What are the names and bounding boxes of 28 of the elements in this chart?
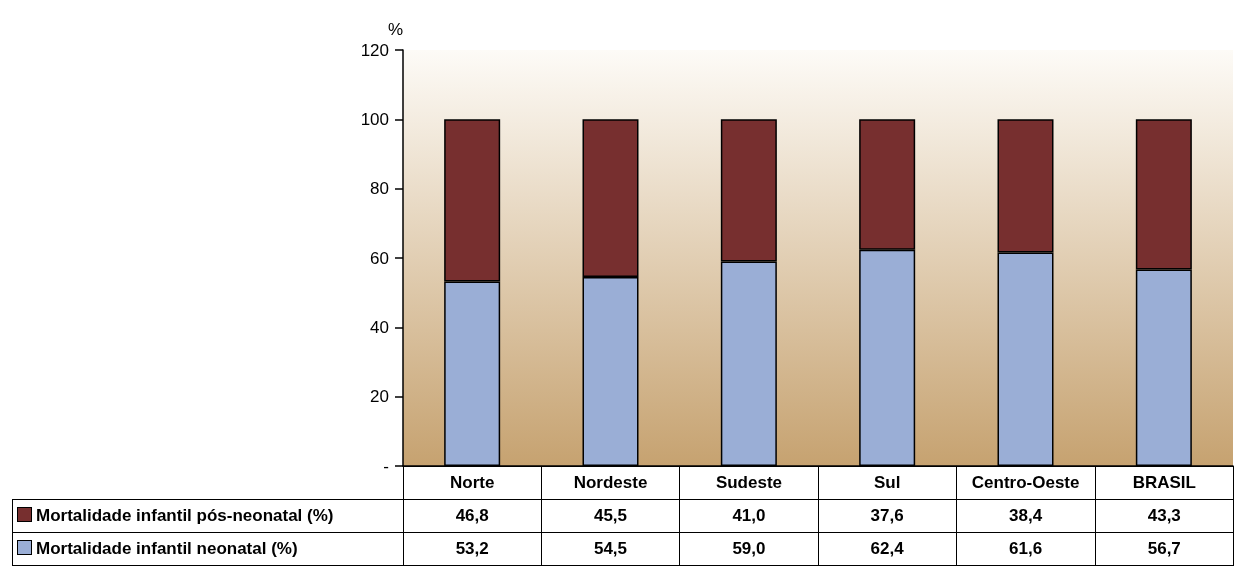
data-label: 45,5: [541, 499, 680, 533]
data-label: 46,8: [403, 499, 542, 533]
data-label: 61,6: [956, 532, 1096, 566]
data-label: 54,5: [541, 532, 680, 566]
y-tick-label: 80: [370, 179, 389, 199]
data-label: 59,0: [679, 532, 819, 566]
y-tick-label: 60: [370, 248, 389, 268]
y-tick-label: 20: [370, 387, 389, 407]
y-tick-label: 120: [360, 40, 389, 60]
x-tick-label: Centro-Oeste: [956, 466, 1096, 500]
y-tick-label: -: [383, 456, 389, 476]
data-label: 37,6: [818, 499, 957, 533]
x-tick-label: Sul: [818, 466, 957, 500]
y-axis-title: %: [387, 20, 403, 39]
x-tick-label: Nordeste: [541, 466, 680, 500]
data-label: 38,4: [956, 499, 1096, 533]
y-tick-label: 100: [360, 109, 389, 129]
data-label: 56,7: [1095, 532, 1234, 566]
x-tick-label: BRASIL: [1095, 466, 1234, 500]
data-label: 53,2: [403, 532, 542, 566]
legend-label: Mortalidade infantil pós-neonatal (%): [12, 499, 404, 533]
y-tick-label: 40: [370, 317, 389, 337]
legend-label: Mortalidade infantil neonatal (%): [12, 532, 404, 566]
x-tick-label: Sudeste: [679, 466, 819, 500]
data-label: 41,0: [679, 499, 819, 533]
data-label: 62,4: [818, 532, 957, 566]
data-label: 43,3: [1095, 499, 1234, 533]
x-tick-label: Norte: [403, 466, 542, 500]
